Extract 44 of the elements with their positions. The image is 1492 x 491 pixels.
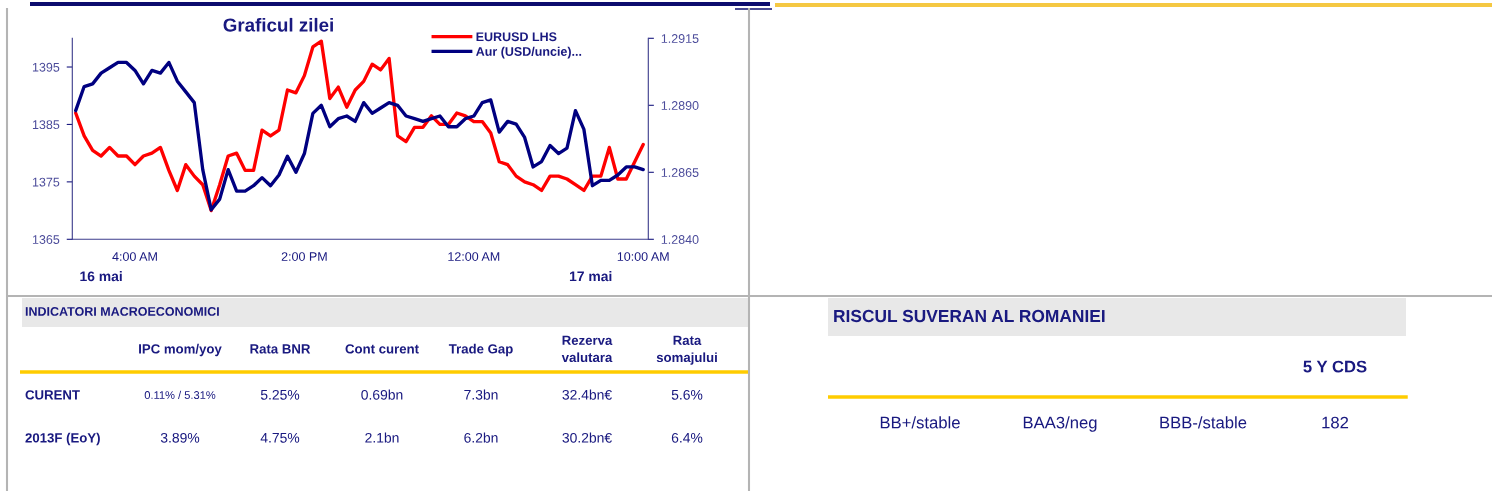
x-tick-label: 12:00 AM [448, 252, 500, 261]
text: 3.89% [160, 432, 200, 443]
y-tick-label: 1395 [32, 62, 60, 72]
text: 5.6% [671, 389, 703, 400]
category-label: 2013F (EoY) [25, 432, 100, 446]
legend-label: EURUSD LHS [476, 32, 557, 42]
text: 16 mai [80, 271, 122, 282]
y-tick-label: 1375 [32, 177, 60, 187]
y2-tick-label: 1.2865 [661, 168, 699, 177]
text: 6.2bn [464, 432, 498, 443]
x-tick-label: 4:00 AM [112, 252, 157, 261]
category-label: Rata somajului [656, 335, 717, 365]
text: BBB-/stable [1160, 416, 1247, 429]
category-label: CURENT [25, 390, 80, 400]
category-label: IPC mom/yoy [139, 343, 222, 357]
chart-title: Graficul zilei [223, 17, 333, 32]
text: 5.25% [260, 389, 300, 400]
x-tick-label: 10:00 AM [617, 252, 669, 261]
text: 2.1bn [365, 432, 399, 443]
text: 182 [1322, 416, 1349, 429]
text: 30.2bn€ [562, 432, 612, 443]
text: BB+/stable [880, 416, 960, 429]
y2-tick-label: 1.2915 [661, 34, 699, 43]
y-tick-label: 1385 [32, 120, 60, 130]
text: 32.4bn€ [562, 389, 612, 400]
text: BAA3/neg [1023, 416, 1097, 432]
x-tick-label: 2:00 PM [281, 252, 327, 261]
category-label: Cont curent [345, 344, 419, 354]
y-tick-label: 1365 [32, 235, 60, 244]
category-label: Rezerva valutara [561, 335, 613, 363]
category-label: Trade Gap [448, 343, 513, 357]
y2-tick-label: 1.2840 [661, 235, 699, 244]
legend-label: Aur (USD/uncie)... [476, 46, 582, 59]
text: 7.3bn [464, 389, 498, 400]
category-label: 5 Y CDS [1303, 360, 1367, 373]
category-label: Rata BNR [250, 344, 311, 354]
text: 0.69bn [361, 389, 403, 400]
text: 4.75% [260, 432, 300, 443]
text: INDICATORI MACROECONOMICI [25, 307, 219, 316]
text: RISCUL SUVERAN AL ROMANIEI [834, 309, 1105, 323]
text: 6.4% [671, 432, 703, 443]
y2-tick-label: 1.2890 [661, 101, 699, 110]
text: 0.11% / 5.31% [144, 390, 216, 399]
text: 17 mai [569, 271, 612, 282]
